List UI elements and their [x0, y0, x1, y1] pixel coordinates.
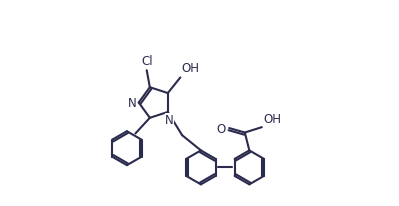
- Text: OH: OH: [181, 62, 199, 74]
- Text: OH: OH: [263, 113, 281, 126]
- Text: O: O: [216, 122, 225, 135]
- Text: Cl: Cl: [141, 55, 152, 68]
- Text: N: N: [165, 114, 174, 127]
- Text: N: N: [128, 97, 136, 109]
